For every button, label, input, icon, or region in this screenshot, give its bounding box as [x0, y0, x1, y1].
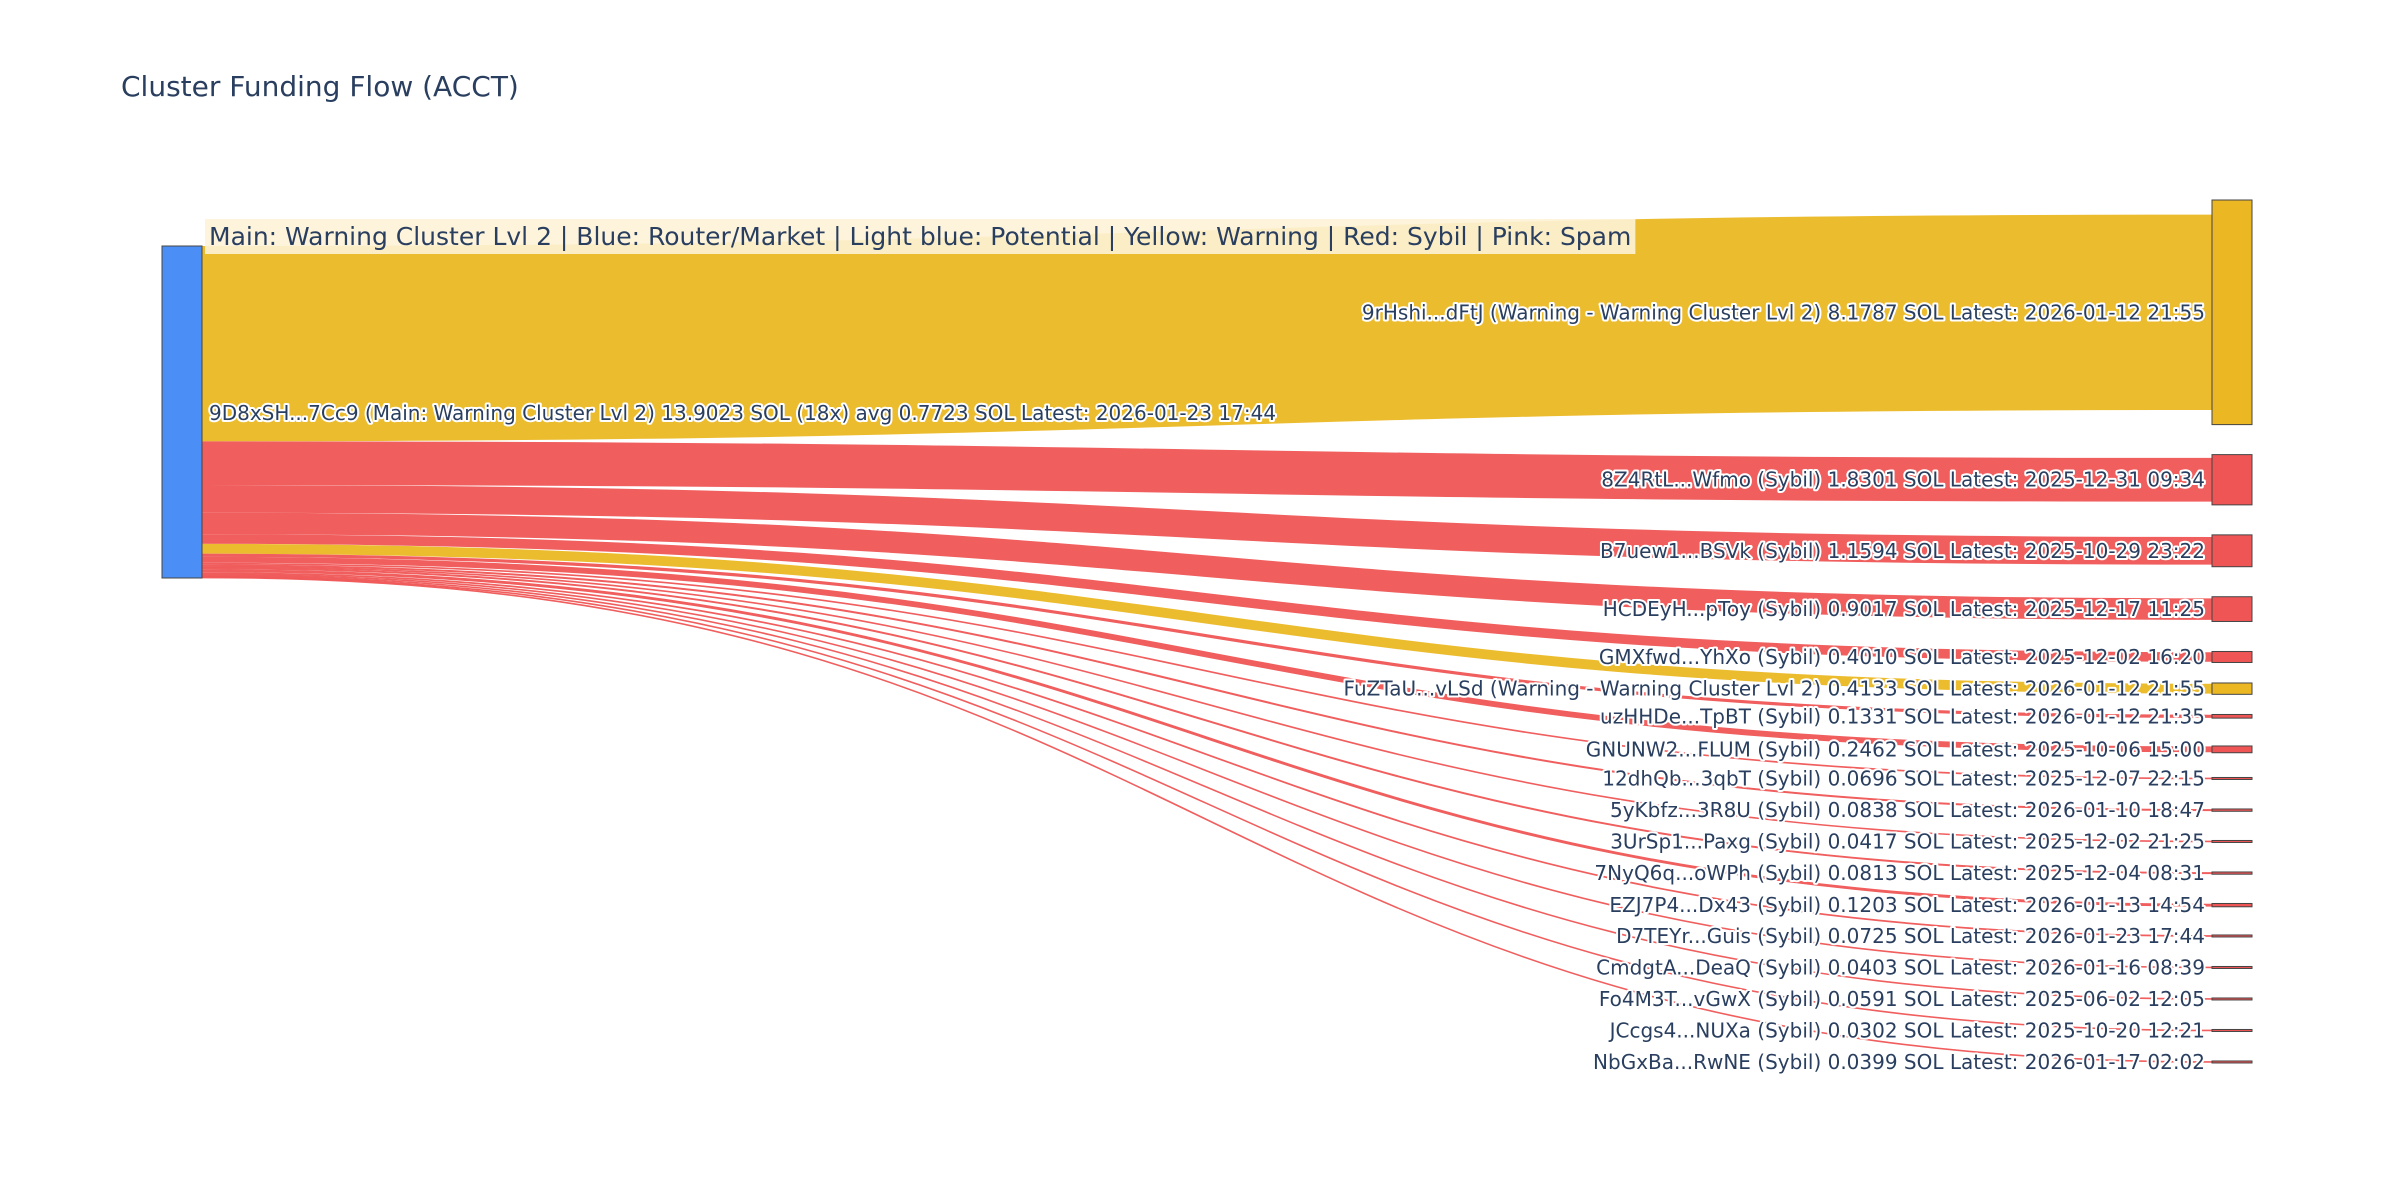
target-node-12: [2211, 902, 2253, 908]
target-label-0: 9rHshi...dFtJ (Warning - Warning Cluster…: [1362, 300, 2205, 324]
target-label-5: FuZTaU...vLSd (Warning - Warning Cluster…: [1344, 677, 2205, 701]
target-label-1: 8Z4RtL...Wfmo (Sybil) 1.8301 SOL Latest:…: [1601, 468, 2205, 492]
target-node-10: [2211, 839, 2253, 843]
sankey-links: [201, 214, 2213, 1063]
target-node-15: [2211, 997, 2253, 1001]
link-12dhQb3qbT: [201, 562, 2213, 780]
target-node-16: [2211, 1028, 2253, 1032]
target-label-2: B7uew1...BSVk (Sybil) 1.1594 SOL Latest:…: [1600, 539, 2205, 563]
link-JCcgs4NUXa: [201, 575, 2213, 1032]
sankey-labels: 9rHshi...dFtJ (Warning - Warning Cluster…: [207, 298, 2207, 1076]
source-node: [161, 245, 203, 579]
link-5yKbfz3R8U: [201, 564, 2213, 812]
target-label-13: D7TEYr...Guis (Sybil) 0.0725 SOL Latest:…: [1616, 924, 2205, 948]
link-9rHshidFtJ: [201, 214, 2213, 442]
target-node-4: [2211, 650, 2253, 663]
link-GMXfwdYhXo: [201, 534, 2213, 662]
target-node-5: [2211, 682, 2253, 695]
target-node-13: [2211, 934, 2253, 938]
target-label-8: 12dhQb...3qbT (Sybil) 0.0696 SOL Latest:…: [1602, 766, 2205, 790]
target-node-7: [2211, 745, 2253, 754]
link-8Z4RtLWfmo: [201, 441, 2213, 502]
link-7NyQ6qoWPh: [201, 567, 2213, 875]
link-GNUNW2FLUM: [201, 556, 2213, 753]
target-node-8: [2211, 776, 2253, 780]
link-3UrSp1Paxg: [201, 566, 2213, 843]
legend: Main: Warning Cluster Lvl 2 | Blue: Rout…: [205, 219, 1636, 254]
target-node-9: [2211, 808, 2253, 812]
sankey-nodes: [161, 199, 2253, 1064]
link-NbGxBaRwNE: [201, 576, 2213, 1063]
target-node-6: [2211, 713, 2253, 719]
target-node-0: [2211, 199, 2253, 426]
source-label: 9D8xSH...7Cc9 (Main: Warning Cluster Lvl…: [209, 401, 1276, 425]
target-label-15: Fo4M3T...vGwX (Sybil) 0.0591 SOL Latest:…: [1599, 987, 2205, 1011]
target-label-14: CmdgtA...DeaQ (Sybil) 0.0403 SOL Latest:…: [1596, 955, 2205, 979]
link-FuZTaUvLSd: [201, 543, 2213, 694]
link-uzHHDeTpBT: [201, 553, 2213, 718]
link-B7uew1BSVk: [201, 485, 2213, 565]
link-EZJ7P4Dx43: [201, 569, 2213, 907]
target-label-6: uzHHDe...TpBT (Sybil) 0.1331 SOL Latest:…: [1600, 704, 2205, 728]
target-label-3: HCDEyH...pToy (Sybil) 0.9017 SOL Latest:…: [1603, 597, 2205, 621]
target-node-14: [2211, 965, 2253, 969]
legend-text: Main: Warning Cluster Lvl 2 | Blue: Rout…: [209, 222, 1631, 251]
target-label-11: 7NyQ6q...oWPh (Sybil) 0.0813 SOL Latest:…: [1594, 861, 2205, 885]
target-node-11: [2211, 871, 2253, 875]
target-label-7: GNUNW2...FLUM (Sybil) 0.2462 SOL Latest:…: [1586, 737, 2205, 761]
link-HCDEyHpToy: [201, 512, 2213, 620]
target-label-16: JCcgs4...NUXa (Sybil) 0.0302 SOL Latest:…: [1608, 1018, 2205, 1042]
target-label-4: GMXfwd...YhXo (Sybil) 0.4010 SOL Latest:…: [1599, 645, 2205, 669]
target-node-2: [2211, 534, 2253, 568]
target-node-17: [2211, 1060, 2253, 1064]
target-node-3: [2211, 596, 2253, 622]
legend-background: [205, 219, 1636, 254]
target-label-10: 3UrSp1...Paxg (Sybil) 0.0417 SOL Latest:…: [1610, 829, 2205, 853]
target-label-17: NbGxBa...RwNE (Sybil) 0.0399 SOL Latest:…: [1593, 1050, 2205, 1074]
target-node-1: [2211, 454, 2253, 506]
link-CmdgtADeaQ: [201, 573, 2213, 969]
link-D7TEYrGuis: [201, 572, 2213, 937]
target-label-12: EZJ7P4...Dx43 (Sybil) 0.1203 SOL Latest:…: [1609, 893, 2205, 917]
target-label-9: 5yKbfz...3R8U (Sybil) 0.0838 SOL Latest:…: [1610, 798, 2205, 822]
link-Fo4M3TvGwX: [201, 574, 2213, 1000]
chart-title: Cluster Funding Flow (ACCT): [121, 70, 519, 103]
